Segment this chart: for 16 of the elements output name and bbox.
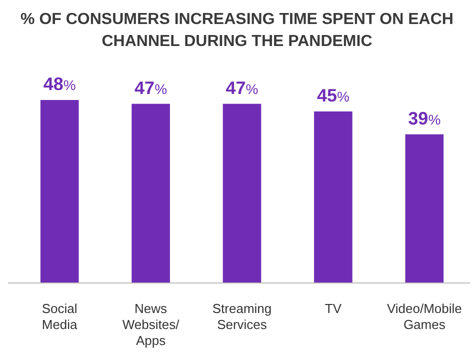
x-tick-label: TV — [324, 301, 342, 316]
x-tick-label: Streaming Services — [212, 301, 272, 332]
x-tick-label: Video/Mobile Games — [386, 301, 462, 332]
x-tick-label: Social Media — [42, 301, 78, 332]
data-label: 47% — [134, 78, 168, 98]
chart-title: % OF CONSUMERS INCREASING TIME SPENT ON EACH CHANNEL DURING THE PANDEMIC — [20, 11, 454, 50]
bar — [40, 100, 79, 283]
data-label: 48% — [43, 74, 76, 94]
bar — [314, 111, 352, 283]
x-tick-label: News Websites/ Apps — [122, 301, 180, 348]
bar — [222, 104, 262, 283]
bar — [405, 134, 444, 283]
bar — [132, 104, 170, 283]
data-label: 45% — [316, 85, 350, 106]
data-label: 39% — [408, 108, 441, 128]
data-label: 47% — [226, 78, 258, 98]
